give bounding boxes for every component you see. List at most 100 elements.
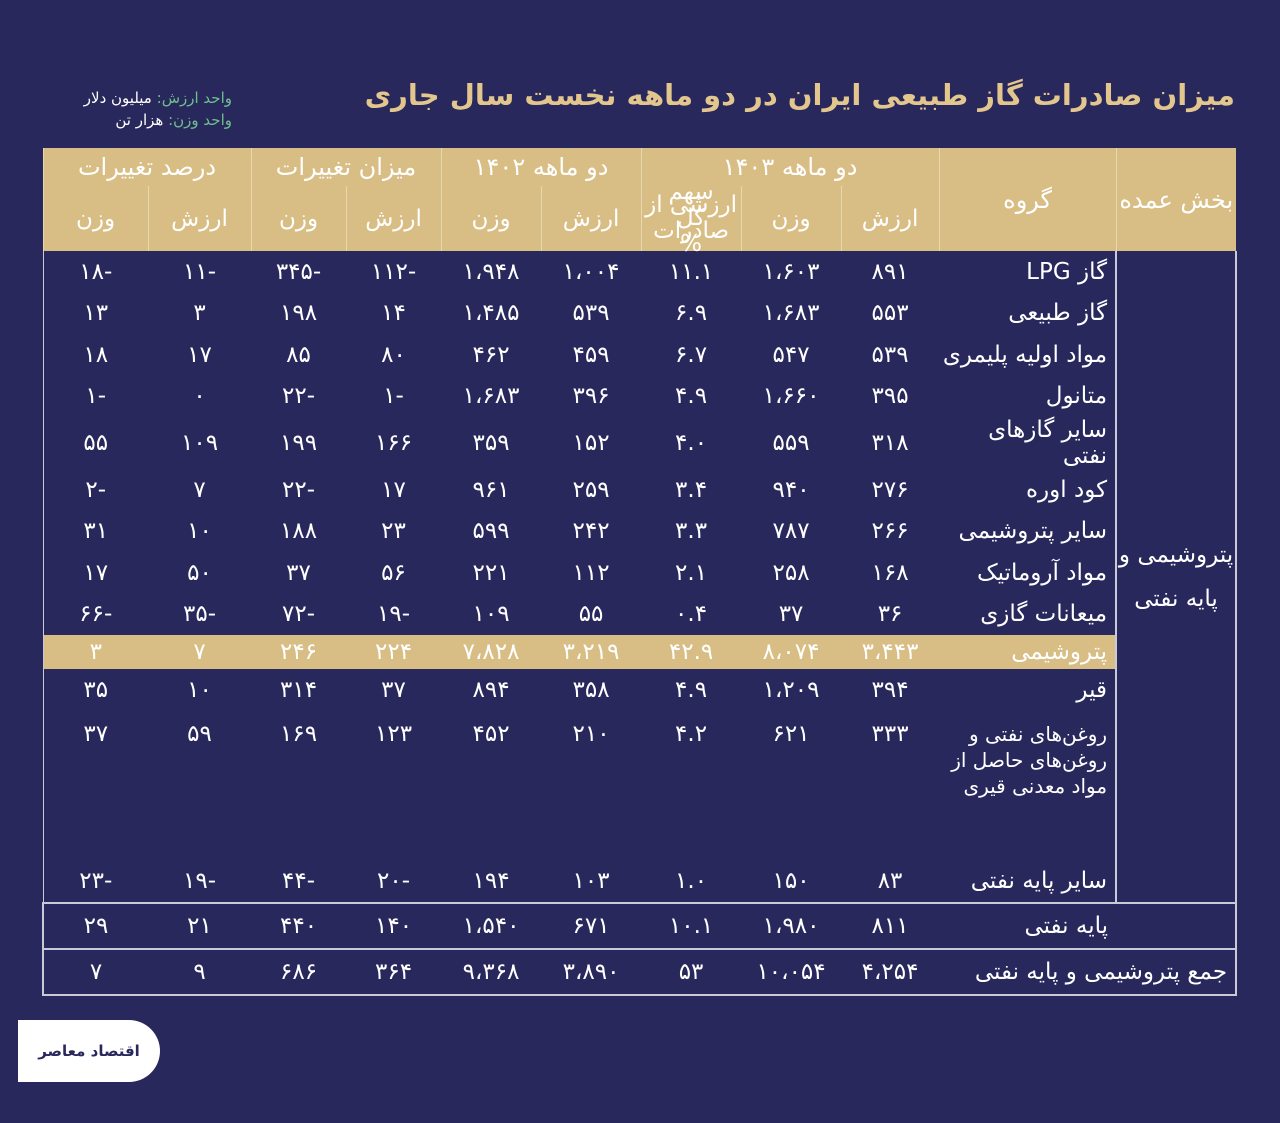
value-cell: ۵۵ (578, 601, 604, 628)
value-cell: -۲۳ (42, 860, 149, 903)
value-cell: ۳ (42, 635, 149, 669)
value-cell: ۵۵۹ (772, 430, 810, 456)
unit-label: واحد ارزش: (156, 89, 232, 107)
value-cell: ۱۰ (187, 518, 212, 545)
value-cell: ۸،۰۷۴ (741, 635, 842, 669)
value-cell: -۱ (383, 383, 404, 410)
table-row: جمع پتروشیمی و پایه نفتی ۴،۲۵۴ ۱۰،۰۵۴ ۵۳ ۳،۸… (41, 948, 1238, 996)
value-cell: ۲۱۰ (572, 720, 610, 747)
header-row: بخش عمده گروه دو ماهه ۱۴۰۳ دو ماهه ۱۴۰۲ میزا… (42, 148, 1237, 251)
value-cell: ۱۰ (187, 676, 212, 703)
value-cell: -۳۴۵ (275, 258, 322, 285)
value-cell: ۷ (148, 635, 252, 669)
value-cell: ۹۶۱ (472, 476, 510, 503)
value-cell: ۰.۴ (675, 601, 708, 628)
value-cell: ۳۹۴ (871, 676, 909, 703)
value-cell: ۶۸۶ (251, 948, 347, 996)
value-cell: -۲۰ (377, 868, 411, 895)
value-cell: -۷۲ (282, 601, 316, 628)
export-table: بخش عمده گروه دو ماهه ۱۴۰۳ دو ماهه ۱۴۰۲ میزا… (41, 148, 1238, 996)
table-row: متانول ۳۹۵ ۱،۶۶۰ ۴.۹ ۳۹۶ ۱،۶۸۳ -۱ -۲۲ ۰ -۱ (42, 375, 1236, 417)
group-cell: میعانات گازی (980, 601, 1108, 628)
value-cell: ۴.۹ (675, 383, 708, 410)
value-cell: ۱،۶۸۳ (462, 383, 520, 410)
units: واحد ارزش: میلیون دلار واحد وزن: هزار تن (52, 87, 232, 131)
value-cell: ۱۶۹ (279, 720, 318, 747)
table-row: مواد آروماتیک ۱۶۸ ۲۵۸ ۲.۱ ۱۱۲ ۲۲۱ ۵۶ ۳۷ ۵۰ ۱۷ (42, 552, 1236, 594)
value-cell: ۱،۴۸۵ (462, 300, 520, 327)
value-cell: ۱۹۴ (472, 868, 510, 895)
title: میزان صادرات گاز طبیعی ایران در دو ماهه … (364, 78, 1235, 112)
group-cell: سایر پتروشیمی (958, 518, 1108, 545)
value-cell: ۴۶۲ (472, 341, 510, 368)
value-cell: ۲۴۲ (572, 518, 610, 545)
value-cell: ۱۷ (42, 552, 149, 594)
table-row: پتروشیمی ۳،۴۴۳ ۸،۰۷۴ ۴۲.۹ ۳،۲۱۹ ۷،۸۲۸ ۲۲۴ ۲۴۶ ۷ ۳ (42, 635, 1236, 669)
group-cell: کود اوره (1026, 476, 1108, 503)
value-cell: -۱۱۲ (370, 258, 417, 285)
value-cell: ۳ (193, 300, 206, 327)
subcolumn-header: وزن (740, 186, 842, 251)
unit-value: میلیون دلار (83, 89, 152, 107)
value-cell: ۱،۶۸۳ (762, 300, 820, 327)
value-cell: ۴۵۲ (472, 720, 510, 747)
value-cell: ۴.۲ (675, 720, 708, 747)
section-cell: پتروشیمی و پایه نفتی (1115, 251, 1238, 904)
value-cell: ۳۹۵ (871, 383, 909, 410)
subcolumn-header: سهم ارزشی از کل صادرات % (640, 181, 742, 256)
value-cell: ۶۲۱ (772, 720, 810, 747)
value-cell: ۳۹۶ (572, 383, 610, 410)
value-cell: ۳۵۸ (572, 676, 610, 703)
table-header: بخش عمده گروه دو ماهه ۱۴۰۳ دو ماهه ۱۴۰۲ میزا… (42, 148, 1237, 256)
subcolumn-header: وزن (42, 186, 149, 251)
table-row: سایر گازهای نفتی ۳۱۸ ۵۵۹ ۴.۰ ۱۵۲ ۳۵۹ ۱۶۶ ۱۹۹ ۱۰۹… (42, 417, 1236, 469)
group-cell: سایر گازهای نفتی (988, 417, 1108, 469)
value-cell: ۴،۲۵۴ (841, 948, 940, 996)
value-cell: ۱،۶۶۰ (762, 383, 820, 410)
value-cell: ۶.۷ (675, 341, 708, 368)
value-cell: ۳۵۹ (472, 430, 510, 456)
period-header: دو ماهه ۱۴۰۲ (440, 148, 642, 186)
table-row: سایر پتروشیمی ۲۶۶ ۷۸۷ ۳.۳ ۲۴۲ ۵۹۹ ۲۳ ۱۸۸ ۱۰ ۳۱ (42, 510, 1236, 552)
value-cell: ۵۳۹ (572, 300, 610, 327)
value-cell: ۲۷۶ (871, 476, 909, 503)
value-cell: ۱۰۳ (572, 868, 610, 895)
value-cell: -۱ (42, 375, 149, 417)
value-cell: ۸۰ (381, 341, 406, 368)
value-cell: ۱۴ (381, 300, 406, 327)
unit-value: هزار تن (115, 111, 164, 129)
value-cell: ۲۵۹ (572, 476, 610, 503)
value-cell: ۲۴۶ (251, 635, 347, 669)
group-cell: گاز طبیعی (1008, 300, 1108, 327)
value-cell: ۸۳ (877, 868, 903, 895)
group-cell: قیر (1076, 676, 1108, 703)
value-cell: ۱۰.۱ (641, 902, 742, 950)
group-cell: گاز LPG (1026, 258, 1108, 285)
value-cell: ۴۲.۹ (641, 635, 742, 669)
logo: اقتصاد معاصر (18, 1020, 160, 1082)
value-cell: ۱۴۰ (346, 902, 442, 950)
value-cell: ۱،۲۰۹ (762, 676, 820, 703)
value-cell: ۳،۲۱۹ (541, 635, 642, 669)
value-cell: ۱،۹۴۸ (462, 258, 520, 285)
value-cell: ۵۹۹ (472, 518, 510, 545)
value-cell: ۰ (193, 383, 206, 410)
value-cell: ۱،۰۰۴ (562, 258, 620, 285)
value-cell: ۳،۸۹۰ (541, 948, 642, 996)
value-cell: ۱۶۶ (375, 430, 413, 456)
subcolumn-header: ارزش (540, 186, 642, 251)
group-cell: پتروشیمی (939, 635, 1117, 669)
subcolumn-header: ارزش (147, 186, 252, 251)
subcolumn-header: ارزش (345, 186, 442, 251)
period-header: میزان تغییرات (250, 148, 442, 186)
value-cell: ۱۶۸ (871, 559, 909, 586)
value-cell: ۵۶ (381, 559, 406, 586)
value-cell: ۳۷ (286, 559, 311, 586)
value-cell: ۳۱ (42, 510, 149, 552)
table-row: قیر ۳۹۴ ۱،۲۰۹ ۴.۹ ۳۵۸ ۸۹۴ ۳۷ ۳۱۴ ۱۰ ۳۵ (42, 669, 1236, 711)
value-cell: ۴۴۰ (251, 902, 347, 950)
value-cell: ۲۹ (41, 902, 149, 950)
value-cell: ۵۵ (42, 417, 149, 469)
value-cell: ۲۵۸ (772, 559, 810, 586)
